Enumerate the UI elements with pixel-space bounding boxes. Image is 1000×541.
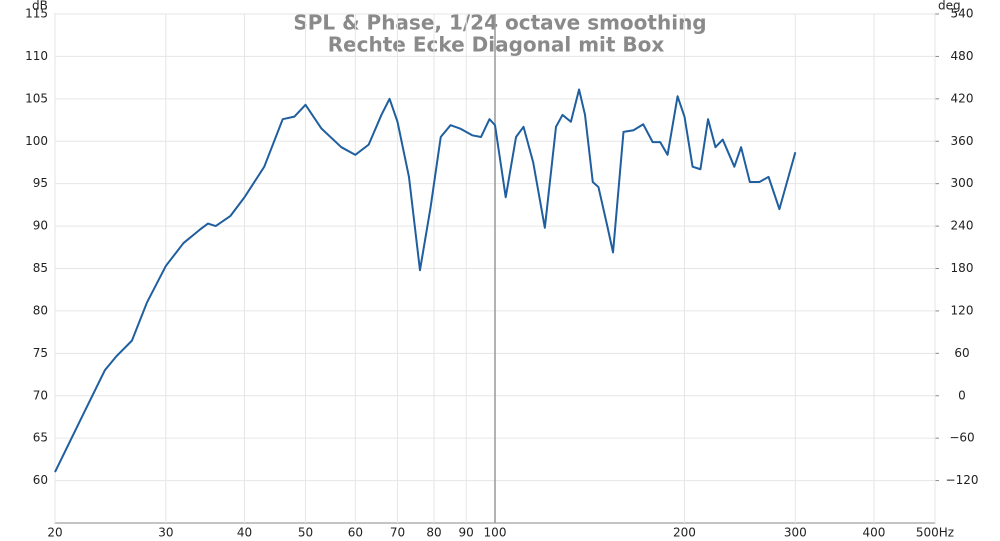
x-tick-label: 70 (390, 526, 405, 540)
y2-axis-label: deg (938, 0, 961, 13)
x-tick-label: 200 (673, 526, 696, 540)
y-axis-label: dB (32, 0, 48, 13)
y-tick-label: 70 (33, 388, 48, 402)
x-tick-label: 90 (459, 526, 474, 540)
y-tick-label: 90 (33, 219, 48, 233)
y2-tick-label: 60 (954, 346, 969, 360)
y2-tick-label: 360 (951, 134, 974, 148)
y2-tick-label: 0 (958, 388, 966, 402)
y-tick-label: 75 (33, 346, 48, 360)
x-tick-label: 500Hz (916, 526, 954, 540)
x-tick-label: 20 (47, 526, 62, 540)
x-tick-label: 300 (784, 526, 807, 540)
x-tick-label: 100 (484, 526, 507, 540)
y2-tick-label: 480 (951, 49, 974, 63)
y-tick-label: 115 (25, 7, 48, 21)
chart-subtitle: Rechte Ecke Diagonal mit Box (328, 33, 665, 57)
y-tick-label: 95 (33, 176, 48, 190)
y2-tick-label: −60 (949, 431, 974, 445)
x-tick-label: 30 (158, 526, 173, 540)
y2-tick-label: 120 (951, 303, 974, 317)
y2-tick-label: 300 (951, 176, 974, 190)
y-tick-label: 105 (25, 91, 48, 105)
x-tick-label: 80 (426, 526, 441, 540)
y-tick-label: 85 (33, 261, 48, 275)
y-tick-label: 100 (25, 134, 48, 148)
y-tick-label: 60 (33, 473, 48, 487)
y-tick-label: 80 (33, 303, 48, 317)
x-tick-label: 400 (863, 526, 886, 540)
y2-tick-label: 420 (951, 91, 974, 105)
spl-line (54, 88, 797, 473)
x-tick-label: 60 (348, 526, 363, 540)
y2-tick-label: 240 (951, 219, 974, 233)
x-tick-label: 50 (298, 526, 313, 540)
y-tick-label: 110 (25, 49, 48, 63)
y2-tick-label: −120 (946, 473, 979, 487)
y2-tick-label: 180 (951, 261, 974, 275)
x-tick-label: 40 (237, 526, 252, 540)
y2-tick-label: 540 (951, 7, 974, 21)
y-tick-label: 65 (33, 431, 48, 445)
